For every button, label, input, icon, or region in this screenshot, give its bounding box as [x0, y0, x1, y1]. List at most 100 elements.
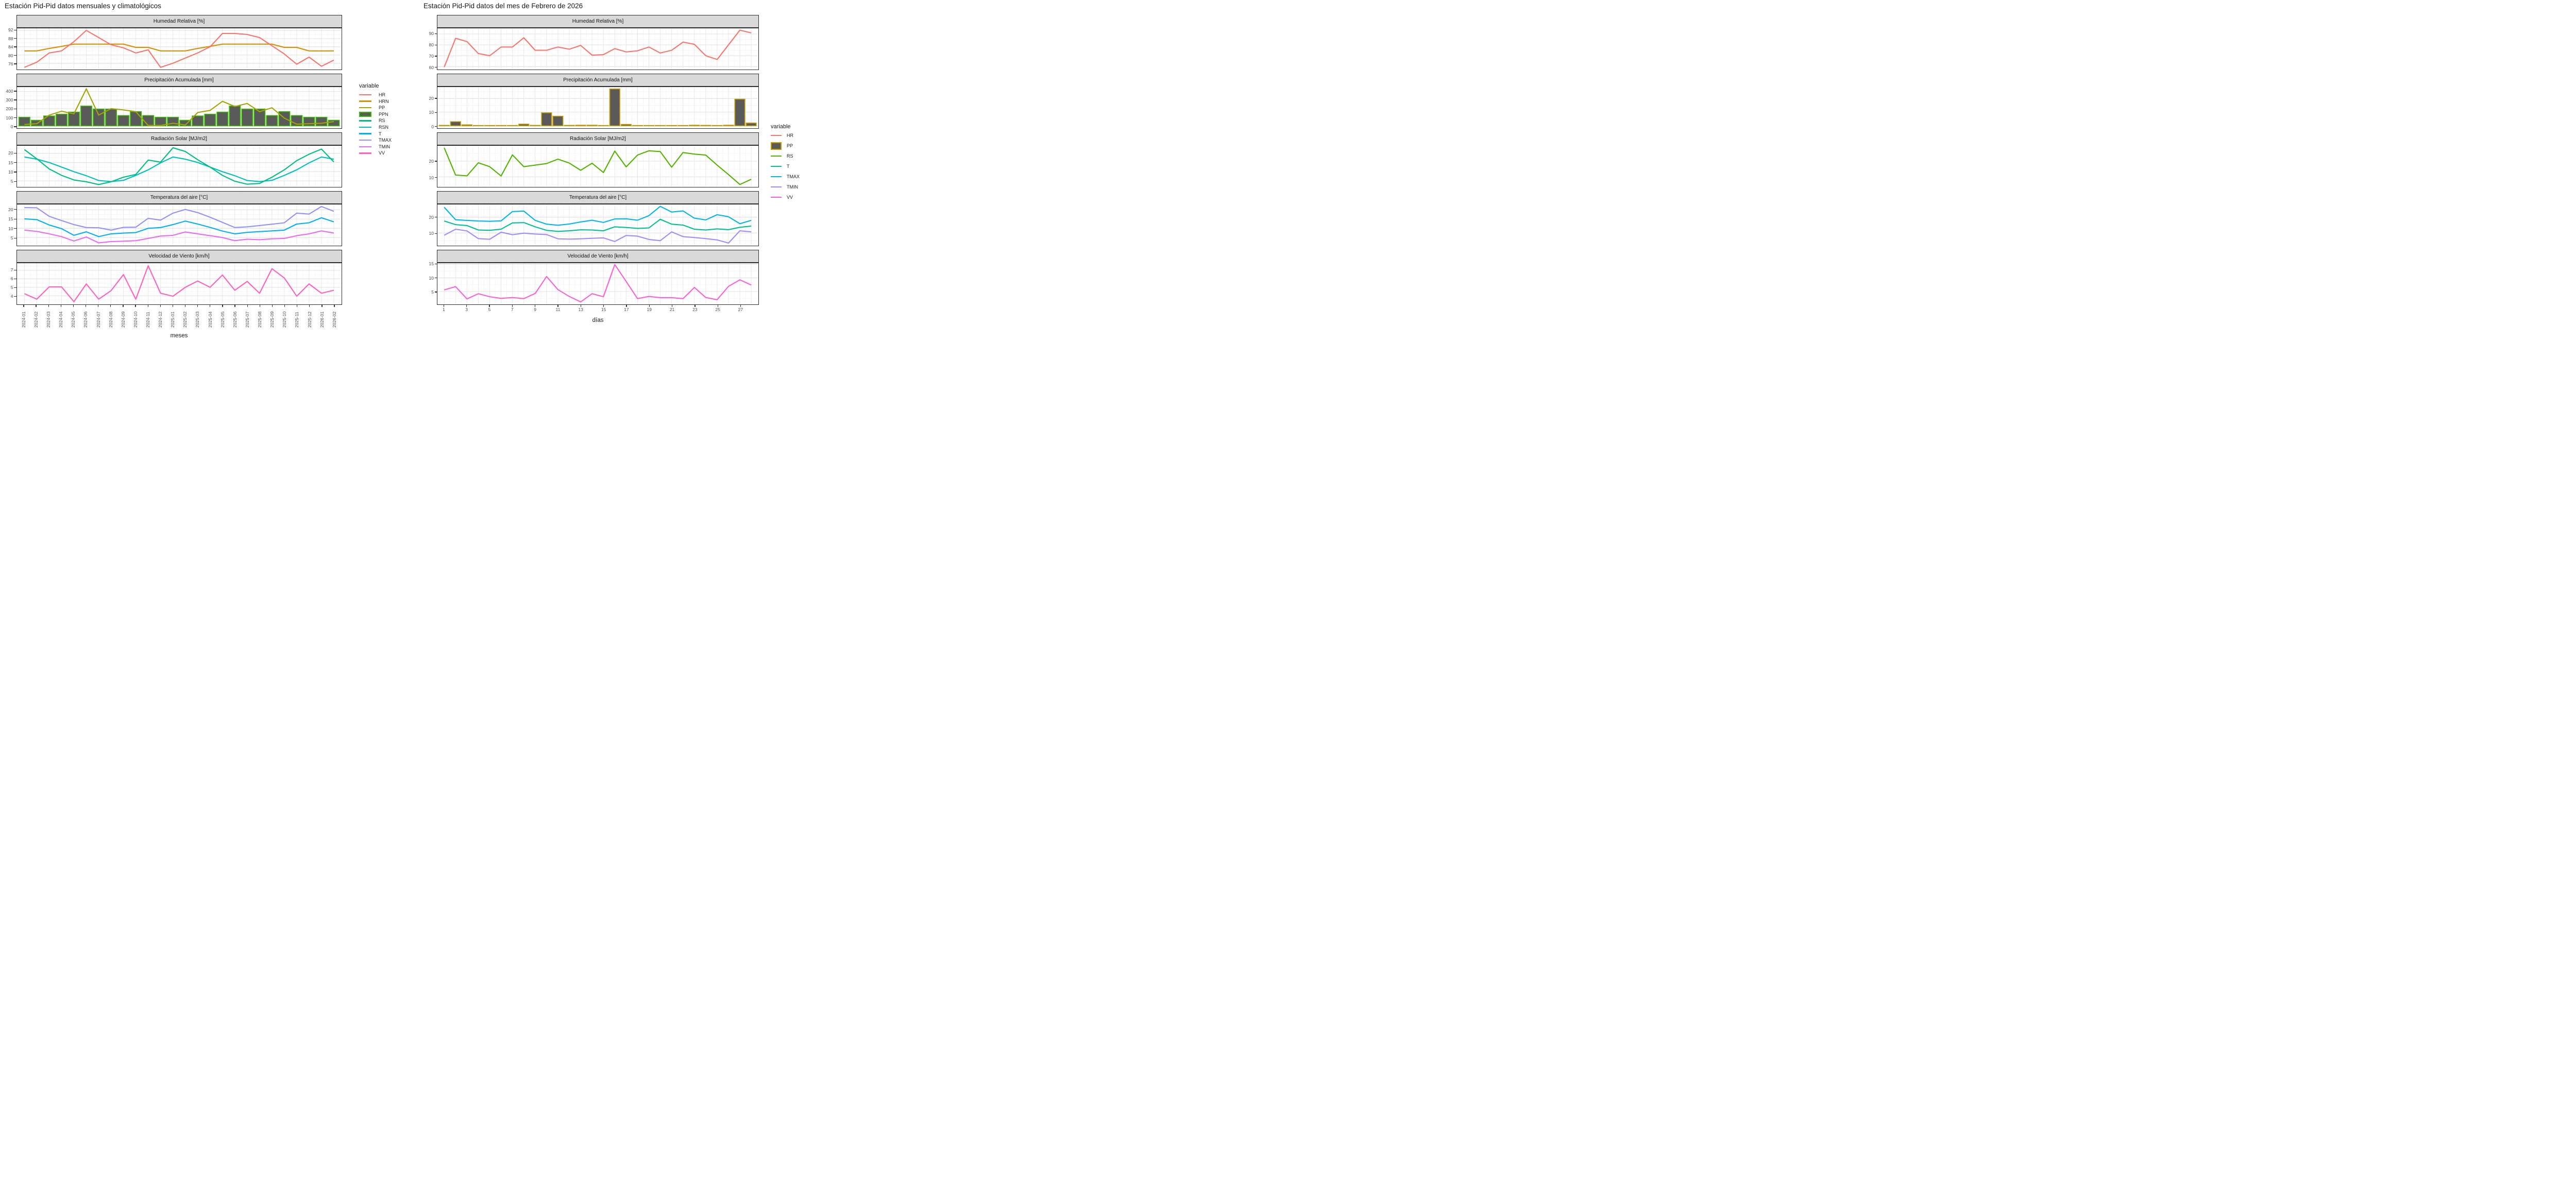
line-series-PP: [24, 88, 334, 126]
y-tick-label: 70: [429, 53, 434, 59]
legend-item-label: PPN: [379, 111, 388, 117]
y-tick-mark: [14, 38, 16, 39]
legend-item-label: VV: [379, 150, 385, 156]
legend-swatch-VV: [359, 152, 371, 154]
legend-swatch-RS: [771, 155, 782, 157]
panel-strip: Radiación Solar [MJ/m2]: [437, 132, 759, 145]
x-tick-mark: [603, 304, 604, 307]
panel-canvas: [16, 28, 341, 69]
legend-item-label: PP: [379, 105, 385, 111]
y-tick-label: 100: [6, 115, 13, 121]
bar-series-PP: [438, 88, 757, 127]
legend-item-label: TMIN: [379, 144, 390, 149]
x-tick-label: 21: [669, 307, 675, 312]
panel-plot: [437, 145, 759, 187]
panel-strip-title: Precipitación Acumulada [mm]: [563, 77, 633, 83]
legend-item-label: RS: [787, 153, 793, 159]
x-tick-label: 2024-03: [46, 311, 52, 328]
x-tick-mark: [740, 304, 741, 307]
x-axis-title: días: [592, 317, 604, 323]
x-tick-mark: [512, 304, 513, 307]
x-tick-label: 2025-06: [232, 311, 238, 328]
x-tick-label: 2024-06: [83, 311, 89, 328]
panel-canvas: [437, 28, 758, 69]
y-tick-label: 10: [8, 226, 13, 231]
legend-swatch-HRN: [359, 100, 371, 102]
y-tick-mark: [434, 33, 437, 35]
panel-strip: Precipitación Acumulada [mm]: [437, 74, 759, 87]
x-tick-mark: [247, 304, 248, 307]
y-tick-mark: [14, 181, 16, 182]
line-series-T: [24, 217, 334, 237]
legend-swatch-PP: [771, 142, 782, 150]
panel-plot: [16, 263, 342, 305]
panel-canvas: [16, 263, 341, 304]
panel-plot: [16, 87, 342, 129]
panel-strip: Humedad Relativa [%]: [437, 15, 759, 28]
legend-swatch-T: [359, 133, 371, 134]
legend-swatch-PP: [359, 107, 371, 109]
panel-strip: Temperatura del aire [°C]: [437, 191, 759, 204]
x-tick-label: 2025-05: [219, 311, 225, 328]
line-series-TMAX: [444, 205, 752, 226]
x-tick-label: 2024-09: [120, 311, 126, 328]
line-series-RS: [24, 147, 334, 185]
legend-swatch-TMAX: [359, 140, 371, 141]
x-tick-label: 2024-02: [33, 311, 39, 328]
x-tick-label: 17: [624, 307, 629, 312]
x-tick-label: 2025-03: [195, 311, 200, 328]
y-tick-label: 5: [431, 289, 434, 295]
y-tick-label: 10: [429, 110, 434, 115]
panel-plot: [16, 204, 342, 246]
panel-strip: Precipitación Acumulada [mm]: [16, 74, 342, 87]
y-tick-mark: [14, 126, 16, 127]
y-tick-label: 10: [429, 231, 434, 236]
panel-strip-title: Temperatura del aire [°C]: [150, 195, 208, 200]
x-tick-label: 13: [578, 307, 583, 312]
y-tick-label: 6: [10, 276, 13, 282]
y-tick-label: 20: [429, 95, 434, 101]
legend-swatch-PPN: [359, 111, 371, 117]
right-figure-title: Estación Pid-Pid datos del mes de Febrer…: [423, 2, 583, 10]
y-tick-label: 5: [10, 179, 13, 184]
x-tick-label: 2026-01: [319, 311, 325, 328]
y-tick-label: 92: [8, 27, 13, 33]
x-tick-label: 1: [442, 307, 445, 312]
legend-item-label: TMAX: [787, 174, 800, 179]
y-tick-mark: [14, 209, 16, 210]
x-tick-label: 11: [555, 307, 561, 312]
x-axis-title: meses: [170, 333, 188, 339]
x-tick-label: 27: [738, 307, 743, 312]
line-series-VV: [444, 264, 752, 303]
x-tick-mark: [321, 304, 323, 307]
legend-title: variable: [771, 124, 791, 130]
legend-item-label: RS: [379, 118, 385, 124]
x-tick-label: 2025-01: [170, 311, 176, 328]
panel-plot: [437, 263, 759, 305]
legend-swatch-TMIN: [359, 146, 371, 147]
line-series-TMAX: [24, 205, 334, 231]
y-tick-label: 200: [6, 106, 13, 112]
x-tick-mark: [222, 304, 223, 307]
y-tick-label: 20: [8, 150, 13, 156]
legend-item-label: TMIN: [787, 184, 798, 190]
panel-canvas: [16, 87, 341, 128]
y-tick-mark: [434, 177, 437, 178]
y-tick-mark: [14, 162, 16, 163]
panel-canvas: [437, 204, 758, 245]
x-tick-label: 2026-02: [331, 311, 337, 328]
x-tick-label: 5: [488, 307, 491, 312]
y-tick-label: 7: [10, 267, 13, 273]
x-tick-label: 3: [465, 307, 468, 312]
legend-item-label: HRN: [379, 98, 389, 104]
y-tick-label: 90: [429, 31, 434, 37]
panel-strip-title: Velocidad de Viento [km/h]: [148, 253, 210, 259]
x-tick-label: 2024-10: [132, 311, 138, 328]
line-series-VV: [24, 265, 334, 302]
x-tick-label: 23: [692, 307, 698, 312]
legend-title: variable: [359, 83, 379, 89]
legend-swatch-VV: [771, 196, 782, 198]
y-tick-label: 4: [10, 294, 13, 299]
panel-canvas: [16, 204, 341, 245]
y-tick-label: 20: [429, 158, 434, 164]
